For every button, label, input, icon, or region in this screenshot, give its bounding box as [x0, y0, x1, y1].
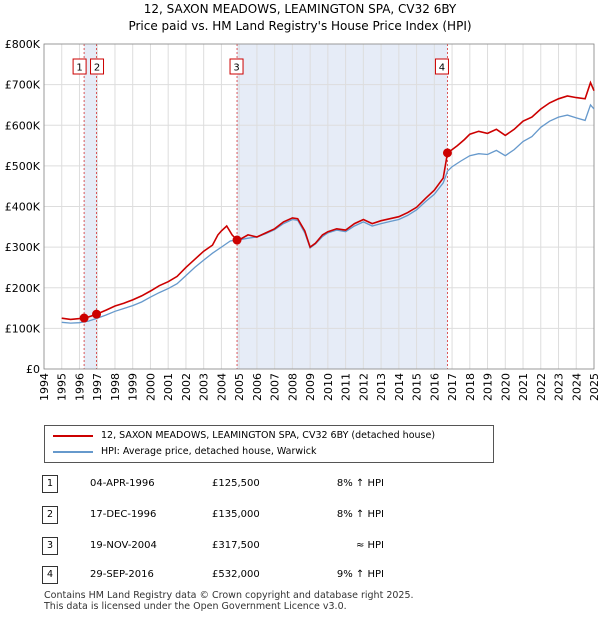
y-tick-label: £200K [5, 282, 41, 295]
plot-frame [43, 43, 595, 370]
transaction-point [92, 309, 102, 319]
transaction-price: £317,500 [212, 540, 260, 551]
transaction-label-box [434, 58, 449, 75]
x-tick-label: 2016 [428, 373, 441, 401]
x-tick-label: 2006 [251, 373, 264, 401]
x-tick-label: 2009 [304, 373, 317, 401]
transaction-point [442, 148, 452, 158]
x-tick-label: 2008 [286, 373, 299, 401]
x-tick-label: 2005 [233, 373, 246, 401]
transaction-price: £135,000 [212, 509, 260, 520]
x-tick-label: 2025 [588, 373, 600, 401]
transaction-label-box [229, 58, 244, 75]
x-tick-label: 2013 [375, 373, 388, 401]
transaction-label-box [90, 58, 105, 75]
x-tick-label: 2004 [215, 373, 228, 401]
x-tick-label: 2019 [482, 373, 495, 401]
x-tick-label: 1994 [38, 373, 51, 401]
y-tick-label: £700K [5, 79, 41, 92]
transaction-point [79, 313, 89, 323]
transaction-label-number: 4 [439, 63, 445, 74]
transaction-label-number: 2 [94, 63, 100, 74]
legend-hpi-label: HPI: Average price, detached house, Warw… [101, 446, 317, 457]
property-price-line [61, 80, 595, 321]
x-tick-label: 1996 [73, 373, 86, 401]
transaction-label-number: 3 [233, 63, 239, 74]
x-tick-label: 2023 [553, 373, 566, 401]
y-tick-label: £400K [5, 201, 41, 214]
transaction-number-badge: 3 [42, 537, 58, 555]
x-tick-label: 2022 [535, 373, 548, 401]
x-tick-label: 2018 [464, 373, 477, 401]
transaction-label-box [72, 58, 87, 75]
transaction-date: 19-NOV-2004 [90, 540, 157, 551]
x-tick-label: 2002 [180, 373, 193, 401]
transaction-date: 29-SEP-2016 [90, 569, 154, 580]
hpi-line [61, 103, 595, 324]
x-tick-label: 2014 [393, 373, 406, 401]
legend-item-hpi: HPI: Average price, detached house, Warw… [53, 444, 317, 460]
footer-line-licence: This data is licensed under the Open Gov… [44, 601, 347, 612]
transaction-date: 04-APR-1996 [90, 478, 155, 489]
transaction-date: 17-DEC-1996 [90, 509, 157, 520]
x-tick-label: 2017 [446, 373, 459, 401]
x-tick-label: 2024 [570, 373, 583, 401]
transaction-number-badge: 2 [42, 506, 58, 524]
y-tick-label: £0 [26, 363, 40, 376]
transaction-label-number: 1 [76, 63, 82, 74]
transaction-price: £125,500 [212, 478, 260, 489]
x-tick-label: 1995 [56, 373, 69, 401]
x-tick-label: 2000 [144, 373, 157, 401]
chart-title: 12, SAXON MEADOWS, LEAMINGTON SPA, CV32 … [143, 2, 457, 16]
transaction-price: £532,000 [212, 569, 260, 580]
legend-property-label: 12, SAXON MEADOWS, LEAMINGTON SPA, CV32 … [101, 430, 436, 441]
y-tick-label: £300K [5, 241, 41, 254]
chart-legend: 12, SAXON MEADOWS, LEAMINGTON SPA, CV32 … [44, 425, 494, 463]
legend-hpi-swatch [53, 450, 93, 453]
x-tick-label: 2020 [499, 373, 512, 401]
transaction-hpi-comparison: 8% ↑ HPI [336, 478, 384, 489]
legend-item-property: 12, SAXON MEADOWS, LEAMINGTON SPA, CV32 … [53, 428, 435, 444]
x-tick-label: 2012 [357, 373, 370, 401]
footer-line-copyright: Contains HM Land Registry data © Crown c… [44, 590, 414, 601]
x-tick-label: 1997 [91, 373, 104, 401]
x-tick-label: 2011 [340, 373, 353, 401]
chart-subtitle: Price paid vs. HM Land Registry's House … [128, 19, 472, 33]
x-tick-label: 2001 [162, 373, 175, 401]
y-tick-label: £600K [5, 119, 41, 132]
x-tick-label: 1999 [127, 373, 140, 401]
x-tick-label: 2007 [269, 373, 282, 401]
transaction-hpi-comparison: ≈ HPI [355, 540, 384, 551]
legend-property-swatch [53, 434, 93, 437]
x-tick-label: 2015 [411, 373, 424, 401]
price-chart: £0 £100K £200K £300K £400K £500K £600K £700K £80… [5, 38, 600, 401]
transaction-number-badge: 4 [42, 566, 58, 584]
x-tick-label: 1998 [109, 373, 122, 401]
transaction-hpi-comparison: 9% ↑ HPI [336, 569, 384, 580]
footer-attribution: Contains HM Land Registry data © Crown c… [44, 590, 414, 612]
transaction-hpi-comparison: 8% ↑ HPI [336, 509, 384, 520]
x-tick-label: 2021 [517, 373, 530, 401]
y-tick-label: £800K [5, 38, 41, 51]
x-tick-label: 2003 [198, 373, 211, 401]
transaction-number-badge: 1 [42, 475, 58, 493]
y-tick-label: £500K [5, 160, 41, 173]
x-tick-label: 2010 [322, 373, 335, 401]
transaction-point [232, 235, 242, 245]
y-tick-label: £100K [5, 322, 41, 335]
